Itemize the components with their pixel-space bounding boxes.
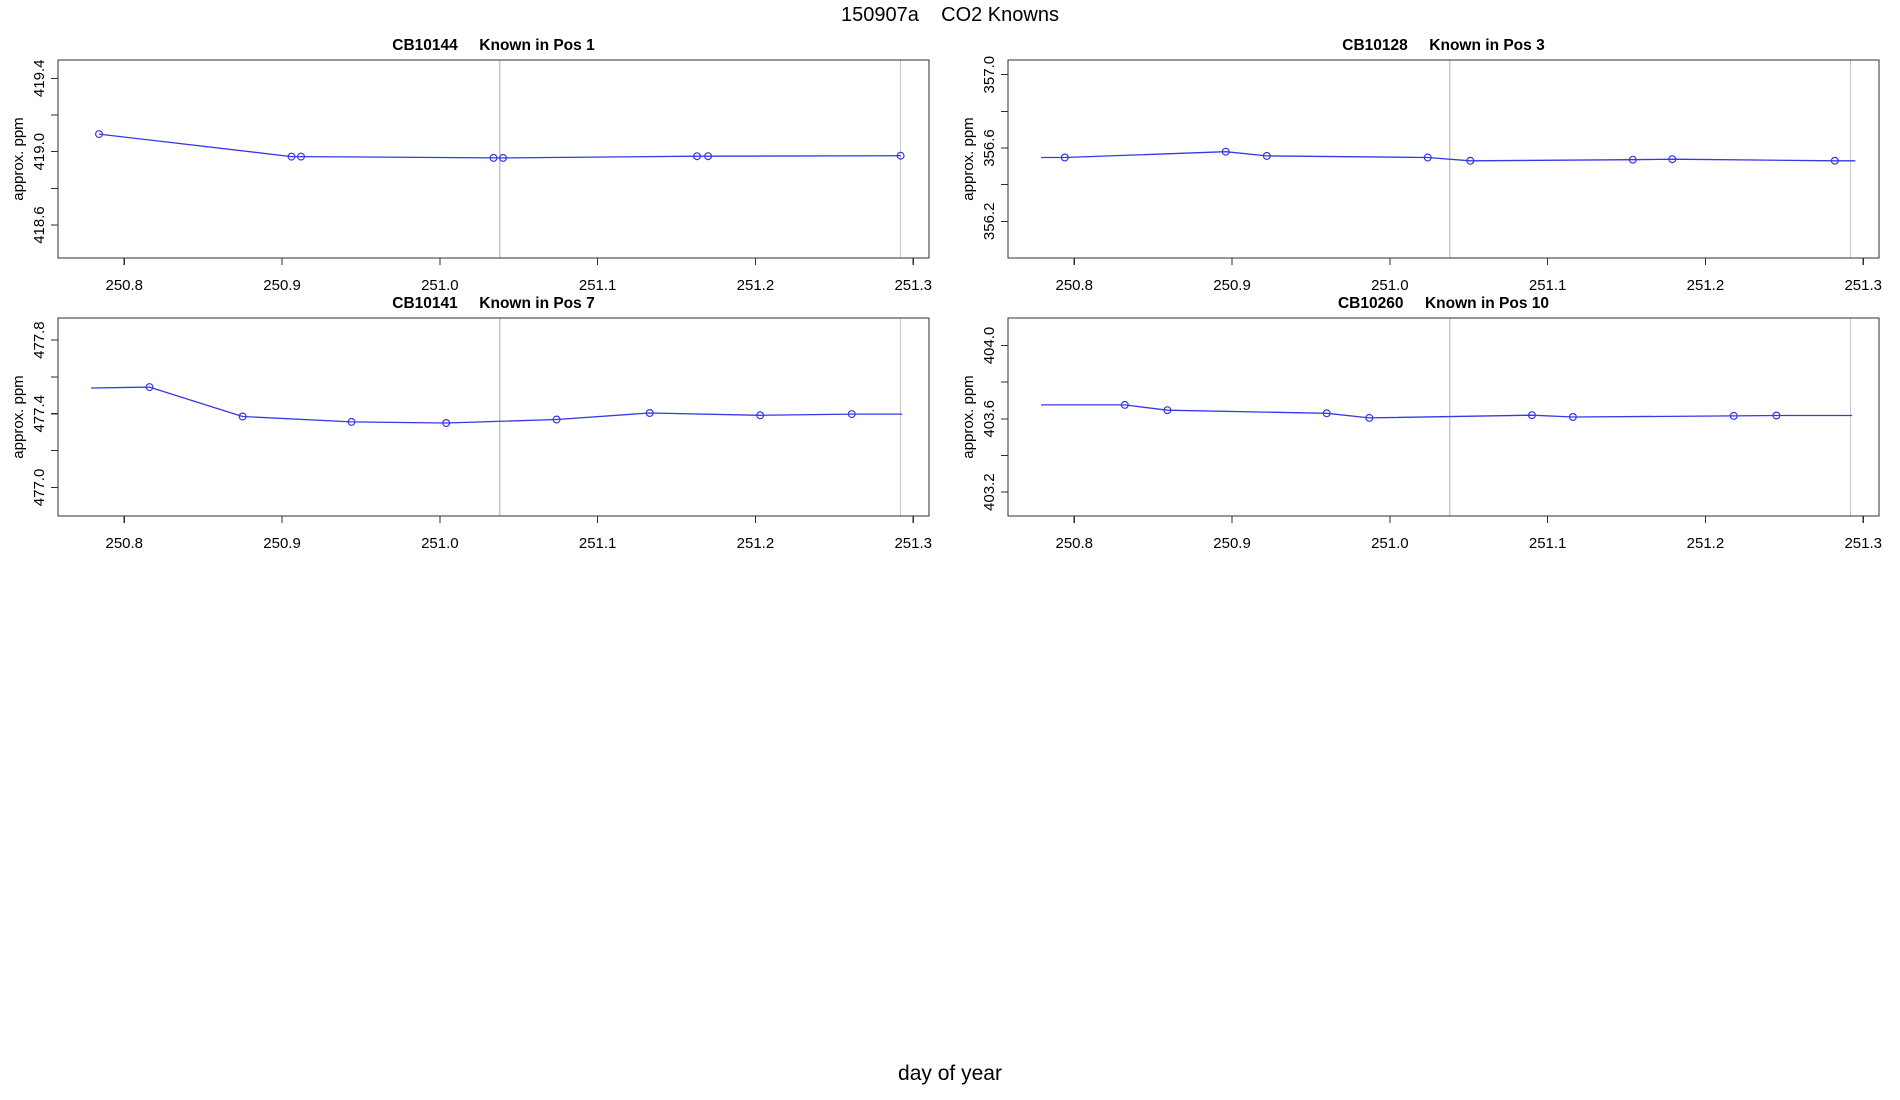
x-axis-tick-label: 251.2	[737, 535, 775, 552]
subplot-title: CB10128 Known in Pos 3	[1342, 37, 1545, 54]
plot-canvas-cb10144: 250.8 250.9 251.0 251.1 251.2 251.3 418.6 419.0…	[31, 59, 932, 294]
subplot-title: CB10144 Known in Pos 1	[392, 37, 595, 54]
main-title: 150907a CO2 Knowns	[841, 4, 1059, 26]
data-series-line	[91, 386, 903, 424]
data-point-marker	[1830, 156, 1839, 165]
data-point-marker	[499, 153, 508, 162]
data-point-marker	[1221, 147, 1230, 156]
x-axis-tick-label: 250.8	[1055, 535, 1093, 552]
x-axis-tick-label: 250.9	[1213, 535, 1251, 552]
y-axis-tick-label: 357.0	[981, 56, 998, 94]
data-point-marker	[94, 130, 103, 139]
plot-box	[1007, 317, 1880, 517]
data-series-line	[1041, 404, 1853, 419]
data-point-marker	[442, 419, 451, 428]
plot-canvas-cb10260: 250.8 250.9 251.0 251.1 251.2 251.3 403.2 403.6…	[981, 317, 1882, 552]
y-axis-tick-label: 419.0	[31, 133, 48, 171]
subplot-cb10128-pos3: CB10128 Known in Pos 3 approx. ppm 250.8…	[950, 0, 1900, 300]
data-point-marker	[238, 412, 247, 421]
data-point-marker	[1628, 155, 1637, 164]
data-series-line	[1041, 151, 1856, 162]
data-point-marker	[756, 411, 765, 420]
x-axis-tick-label: 251.0	[1371, 535, 1409, 552]
data-point-marker	[1668, 155, 1677, 164]
x-axis-tick-label: 251.1	[579, 535, 617, 552]
data-point-marker	[692, 152, 701, 161]
y-axis-tick-label: 356.2	[981, 203, 998, 241]
x-axis-tick-label: 251.2	[1687, 535, 1725, 552]
x-axis-tick-label: 251.2	[737, 277, 775, 294]
x-axis-label: day of year	[898, 1062, 1002, 1085]
x-axis-tick-label: 251.2	[1687, 277, 1725, 294]
data-point-marker	[1163, 406, 1172, 415]
plot-canvas-cb10141: 250.8 250.9 251.0 251.1 251.2 251.3 477.0 477.4…	[31, 317, 932, 552]
data-point-marker	[1423, 153, 1432, 162]
data-point-marker	[1365, 413, 1374, 422]
subplot-cb10144-pos1: CB10144 Known in Pos 1 approx. ppm 250.8…	[0, 0, 950, 300]
data-point-marker	[297, 152, 306, 161]
y-axis-tick-label: 356.6	[981, 129, 998, 167]
data-point-marker	[1527, 411, 1536, 420]
x-axis-tick-label: 250.8	[105, 277, 143, 294]
data-point-marker	[1322, 409, 1331, 418]
y-axis-tick-label: 418.6	[31, 206, 48, 244]
data-point-marker	[645, 409, 654, 418]
x-axis-tick-label: 250.8	[1055, 277, 1093, 294]
data-point-marker	[847, 410, 856, 419]
x-axis-tick-label: 250.8	[105, 535, 143, 552]
data-point-marker	[704, 152, 713, 161]
x-axis-tick-label: 251.3	[894, 535, 932, 552]
plot-box	[1007, 59, 1880, 259]
data-point-marker	[1729, 411, 1738, 420]
x-axis-tick-label: 250.9	[263, 535, 301, 552]
x-axis-tick-label: 250.9	[263, 277, 301, 294]
data-point-marker	[1060, 153, 1069, 162]
x-axis-tick-label: 250.9	[1213, 277, 1251, 294]
x-axis-tick-label: 251.0	[421, 535, 459, 552]
subplot-title: CB10141 Known in Pos 7	[392, 295, 595, 312]
plot-box	[57, 59, 930, 259]
y-axis-tick-label: 477.0	[31, 469, 48, 507]
data-point-marker	[347, 417, 356, 426]
data-point-marker	[1466, 156, 1475, 165]
subplot-title: CB10260 Known in Pos 10	[1337, 295, 1550, 312]
data-point-marker	[1120, 400, 1129, 409]
y-axis-tick-label: 477.4	[31, 395, 48, 433]
x-axis-tick-label: 251.3	[1844, 535, 1882, 552]
subplot-cb10141-pos7: CB10141 Known in Pos 7 approx. ppm 250.8…	[0, 258, 950, 558]
x-axis-tick-label: 251.3	[1844, 277, 1882, 294]
data-point-marker	[287, 152, 296, 161]
data-point-marker	[1772, 411, 1781, 420]
data-point-marker	[1262, 151, 1271, 160]
x-axis-tick-label: 251.0	[421, 277, 459, 294]
plot-box	[57, 317, 930, 517]
data-point-marker	[896, 151, 905, 160]
subplot-cb10260-pos10: CB10260 Known in Pos 10 approx. ppm 250.…	[950, 258, 1900, 558]
y-axis-tick-label: 477.8	[31, 321, 48, 359]
y-axis-tick-label: 419.4	[31, 60, 48, 98]
data-series-line	[98, 133, 901, 159]
y-axis-tick-label: 403.2	[981, 473, 998, 511]
plot-canvas-cb10128: 250.8 250.9 251.0 251.1 251.2 251.3 356.2 356.6…	[981, 56, 1882, 294]
x-axis-tick-label: 251.1	[1529, 277, 1567, 294]
data-point-marker	[552, 415, 561, 424]
data-point-marker	[489, 153, 498, 162]
data-point-marker	[145, 383, 154, 392]
y-axis-tick-label: 403.6	[981, 400, 998, 438]
x-axis-tick-label: 251.0	[1371, 277, 1409, 294]
x-axis-tick-label: 251.3	[894, 277, 932, 294]
y-axis-tick-label: 404.0	[981, 327, 998, 365]
data-point-marker	[1568, 413, 1577, 422]
x-axis-tick-label: 251.1	[579, 277, 617, 294]
x-axis-tick-label: 251.1	[1529, 535, 1567, 552]
